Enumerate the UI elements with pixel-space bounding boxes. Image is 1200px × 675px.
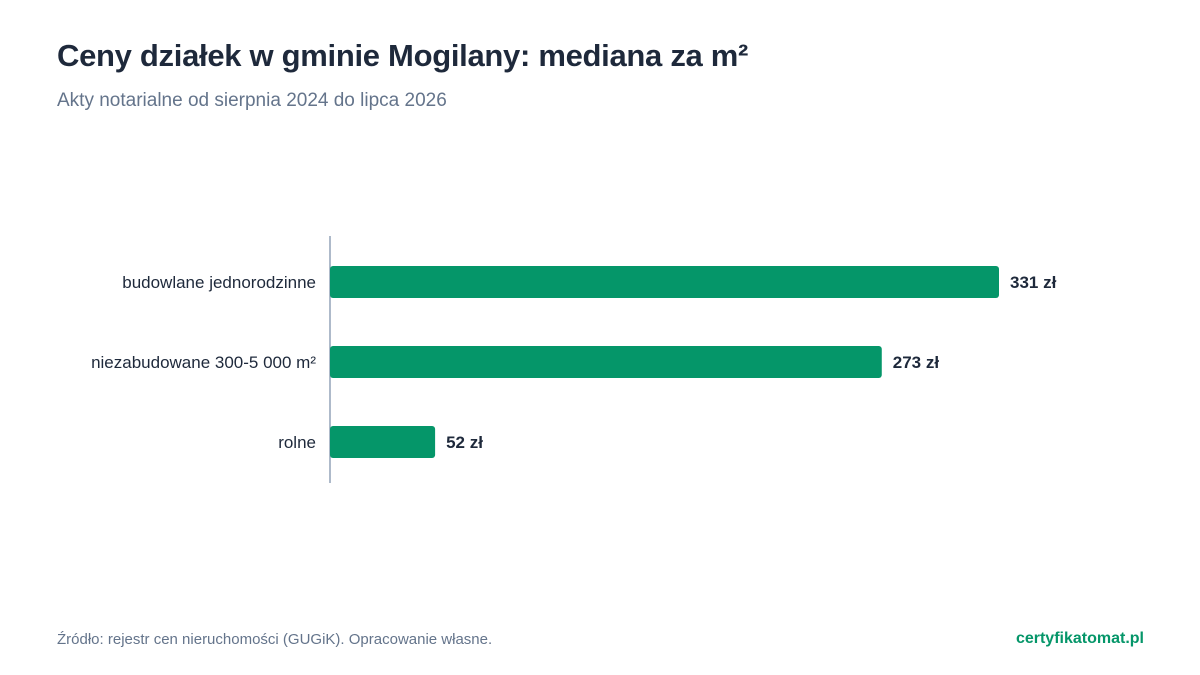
- bar: [330, 266, 999, 298]
- source-note: Źródło: rejestr cen nieruchomości (GUGiK…: [57, 631, 493, 648]
- bar: [330, 426, 436, 458]
- chart-subtitle: Akty notarialne od sierpnia 2024 do lipc…: [57, 90, 447, 111]
- chart-title: Ceny działek w gminie Mogilany: mediana …: [57, 38, 749, 73]
- value-label: 273 zł: [893, 353, 940, 372]
- category-label: niezabudowane 300-5 000 m²: [91, 353, 316, 372]
- value-label: 52 zł: [446, 433, 483, 452]
- brand-link[interactable]: certyfikatomat.pl: [1015, 630, 1144, 647]
- category-label: budowlane jednorodzinne: [122, 273, 316, 292]
- category-label: rolne: [278, 433, 316, 452]
- bar: [330, 346, 882, 378]
- value-label: 331 zł: [1010, 273, 1057, 292]
